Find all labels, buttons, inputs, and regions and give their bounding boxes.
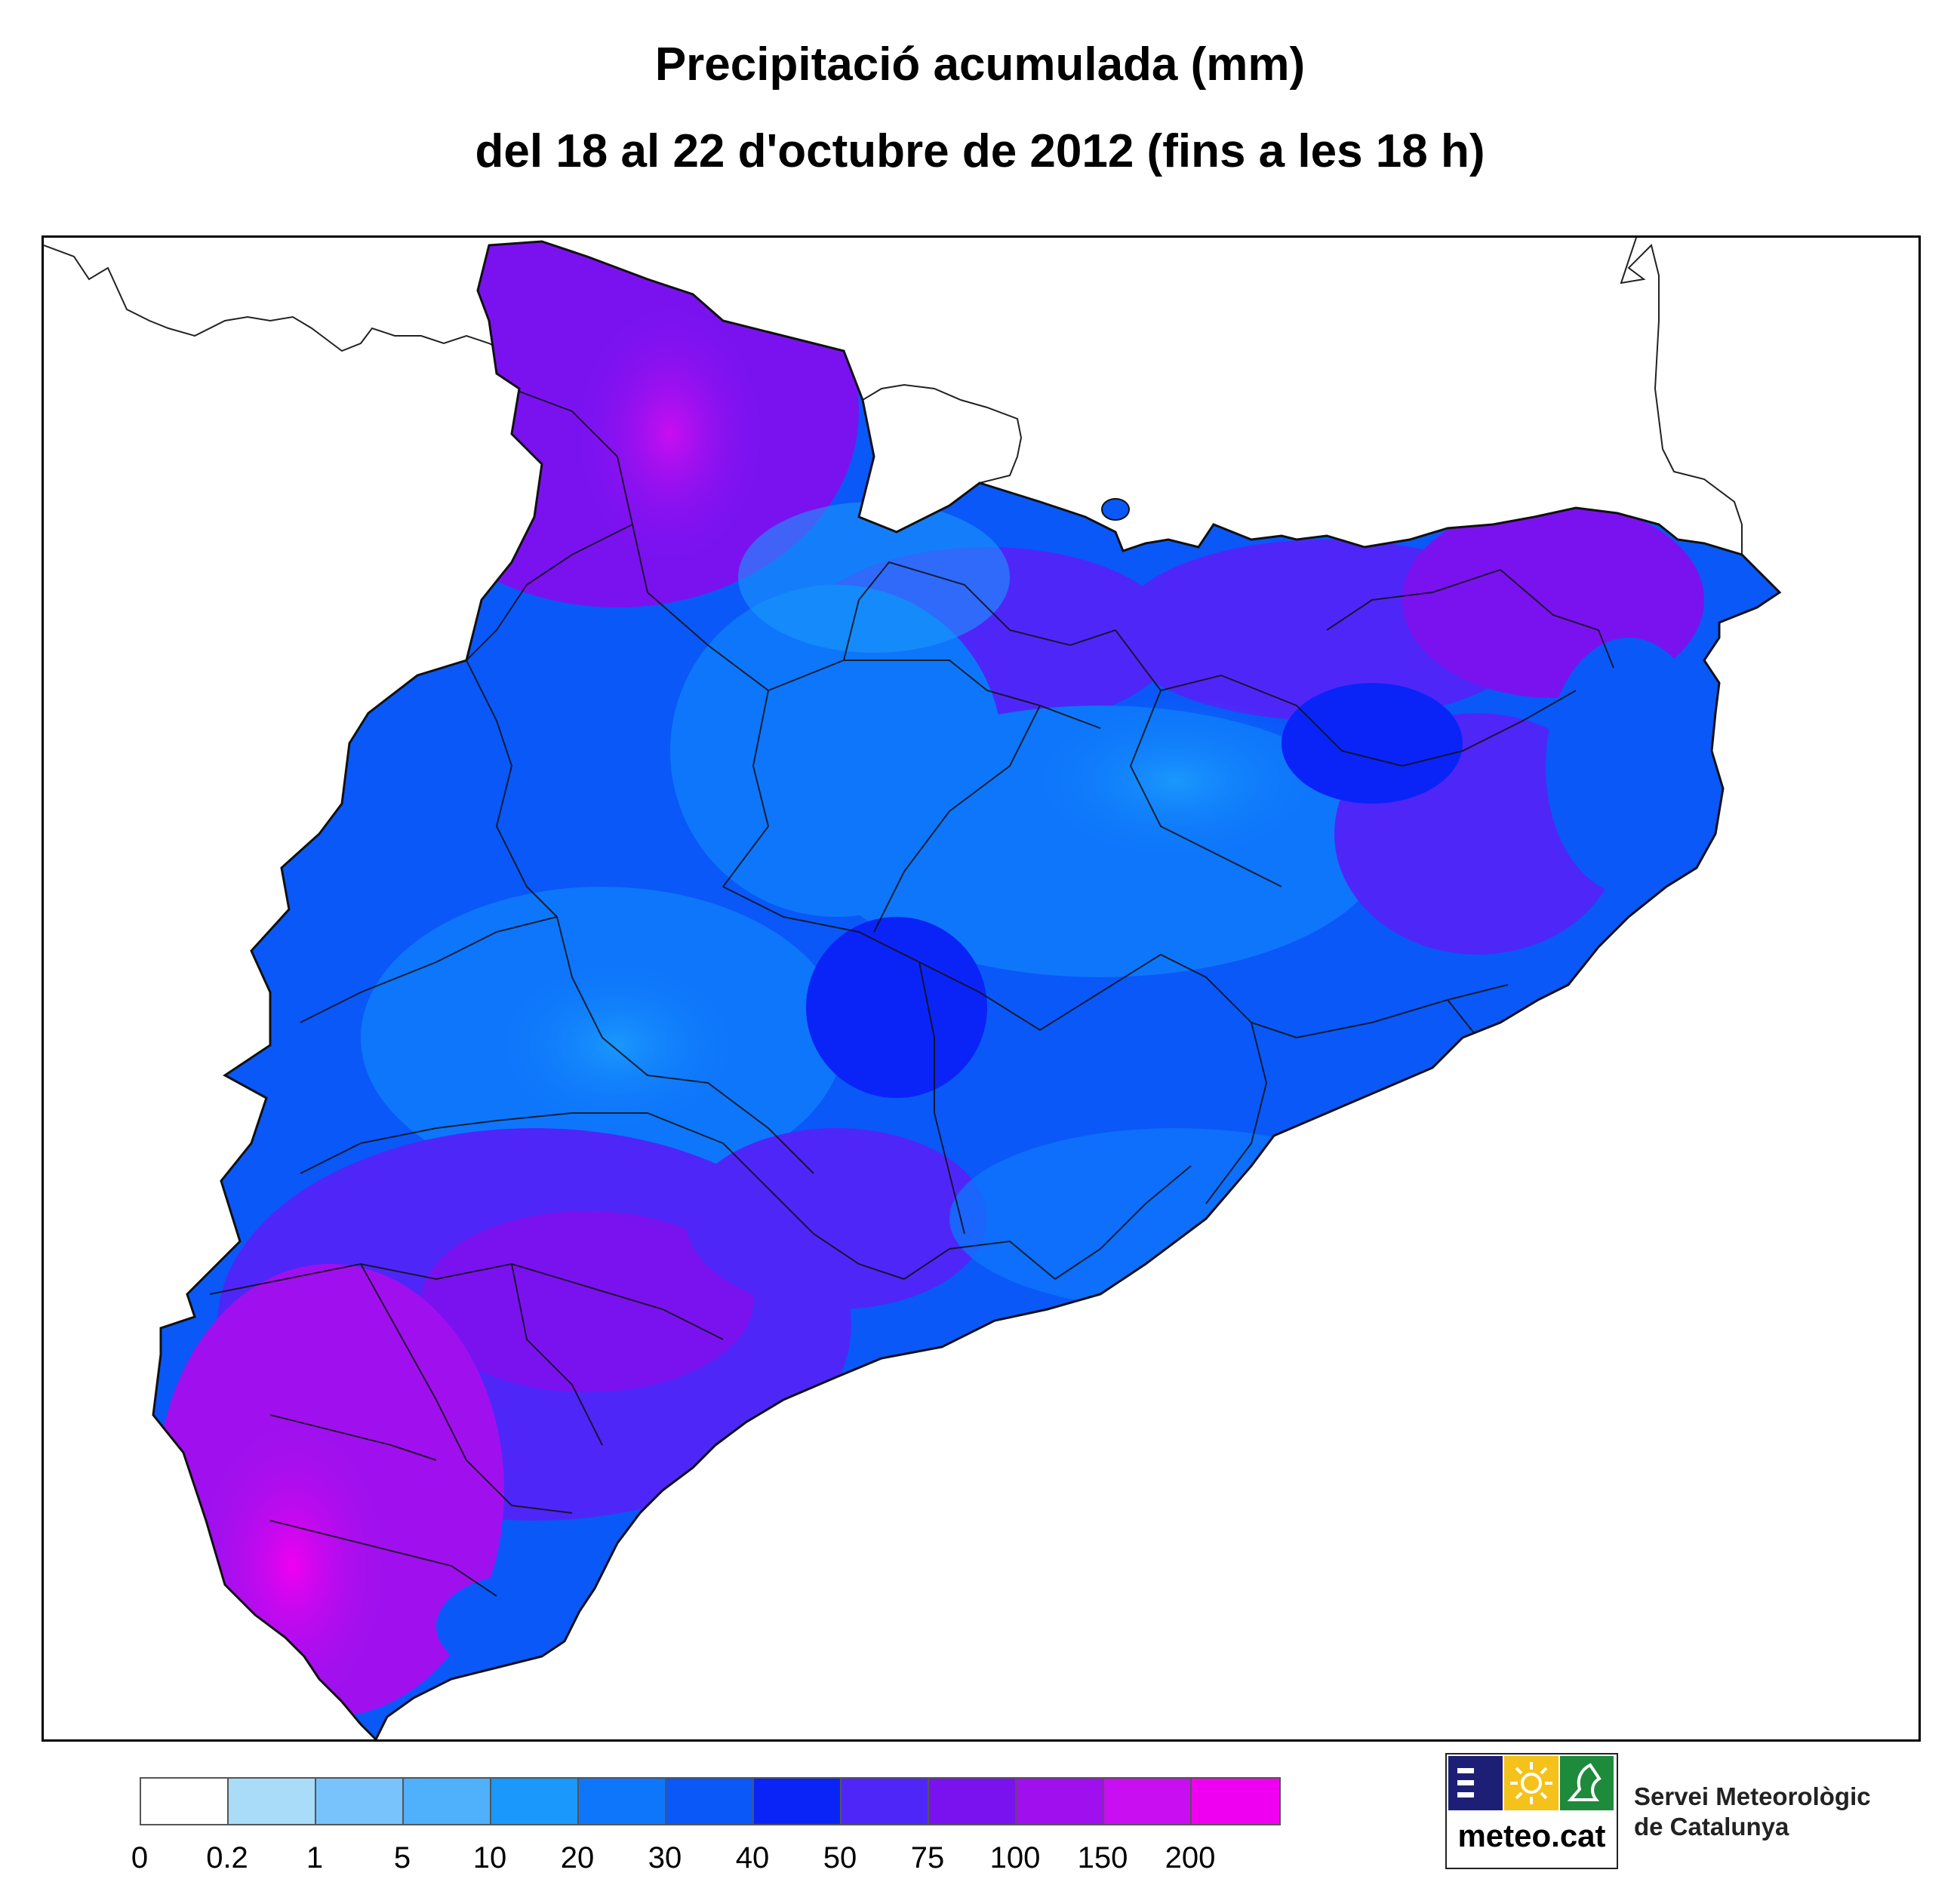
org-name-line1: Servei Meteorològic <box>1634 1782 1871 1810</box>
legend-tick-label: 100 <box>989 1841 1041 1874</box>
precipitation-map <box>44 238 1782 1739</box>
map-frame <box>42 235 1921 1742</box>
legend-ticks: 0 0.2 1 5 10 20 30 40 50 75 100 150 200 <box>131 1841 1317 1879</box>
legend-tick-label: 5 <box>393 1841 411 1874</box>
org-name-line2: de Catalunya <box>1634 1813 1789 1841</box>
legend-tick-label: 20 <box>560 1841 595 1874</box>
lake <box>1101 498 1130 521</box>
legend-swatch <box>666 1779 754 1824</box>
legend-tick-label: 0 <box>131 1841 149 1874</box>
france-border-west <box>44 244 497 352</box>
legend-tick-label: 150 <box>1077 1841 1128 1874</box>
legend-tick-label: 0.2 <box>206 1841 248 1874</box>
legend-swatch <box>754 1779 842 1824</box>
legend-swatch <box>141 1779 229 1824</box>
map-title: Precipitació acumulada (mm) <box>654 38 1306 91</box>
logo-blue-square <box>1448 1756 1503 1810</box>
legend-tick-label: 10 <box>472 1841 507 1874</box>
france-border-east <box>1620 238 1743 555</box>
legend-swatch <box>491 1779 579 1824</box>
legend-tick-label: 200 <box>1165 1841 1216 1874</box>
legend-tick-label: 75 <box>910 1841 945 1874</box>
sun-icon <box>1504 1756 1558 1810</box>
legend-swatch <box>842 1779 929 1824</box>
andorra-border <box>862 383 1023 484</box>
comarca-borders <box>209 343 1614 1597</box>
legend-tick-label: 30 <box>648 1841 682 1874</box>
legend-tick-label: 1 <box>306 1841 324 1874</box>
legend-colorbar <box>140 1777 1281 1825</box>
meteocat-logo: meteo.cat <box>1445 1753 1618 1869</box>
legend-swatch <box>1192 1779 1279 1824</box>
legend-tick-label: 40 <box>735 1841 770 1874</box>
legend-swatch <box>404 1779 491 1824</box>
catalonia-outline <box>152 240 1782 1739</box>
legend-swatch <box>229 1779 316 1824</box>
legend-tick-label: 50 <box>823 1841 857 1874</box>
logo-site-text: meteo.cat <box>1457 1818 1606 1853</box>
map-subtitle: del 18 al 22 d'octubre de 2012 (fins a l… <box>475 125 1485 177</box>
legend-swatch <box>1104 1779 1192 1824</box>
legend-swatch <box>1017 1779 1104 1824</box>
legend-swatch <box>316 1779 404 1824</box>
legend-swatch <box>929 1779 1017 1824</box>
land-icon <box>1560 1756 1614 1810</box>
legend-swatch <box>579 1779 666 1824</box>
